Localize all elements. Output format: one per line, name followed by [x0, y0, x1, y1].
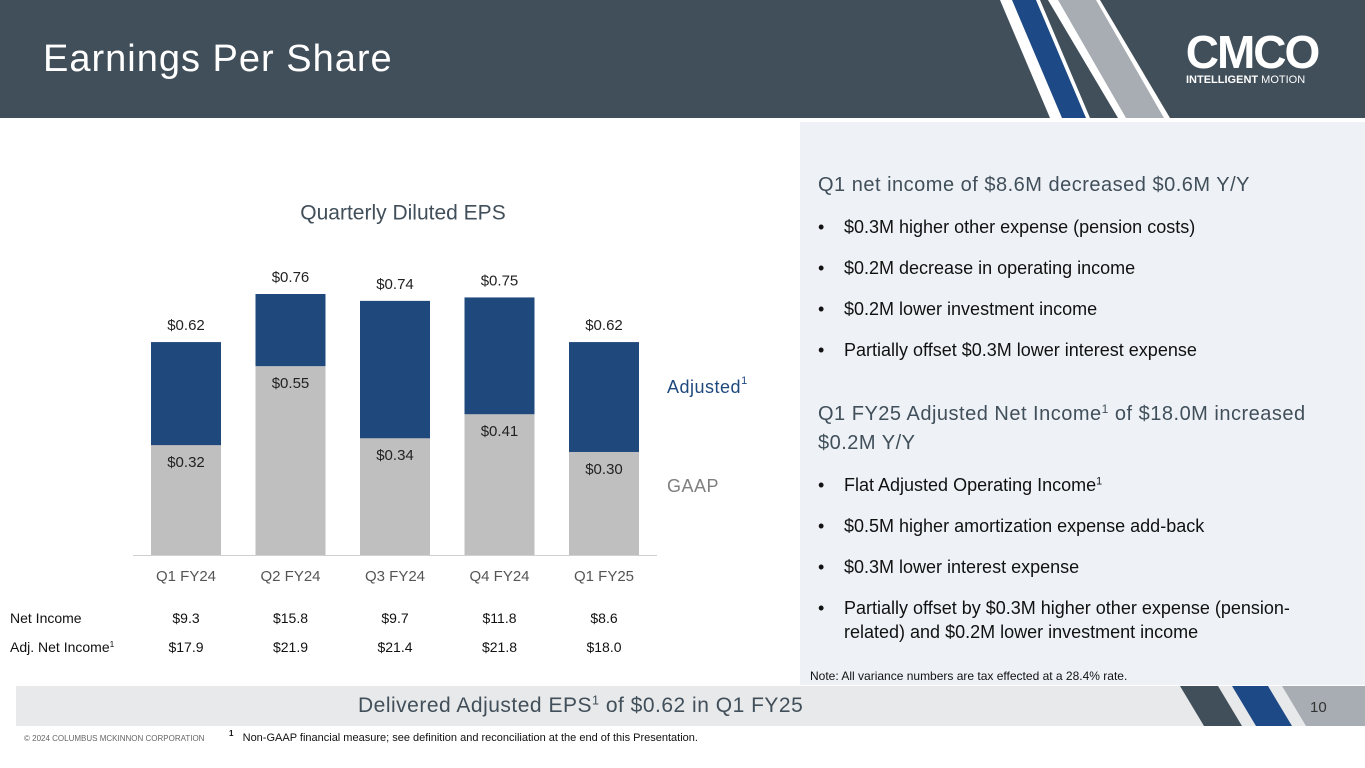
stripe — [1180, 686, 1242, 726]
stripe — [1058, 0, 1164, 118]
banner — [16, 686, 1365, 726]
table-cell: $15.8 — [272, 610, 309, 626]
heading-part: Q1 FY25 Adjusted Net Income — [818, 403, 1102, 425]
heading-part: of $18.0M increased $0.2M Y/Y — [818, 403, 1306, 454]
section-heading: Q1 net income of $8.6M decreased $0.6M Y… — [818, 174, 1250, 196]
footnote-text: Non-GAAP financial measure; see definiti… — [242, 732, 698, 744]
data-label: $0.32 — [167, 454, 205, 471]
section-heading: Q1 FY25 Adjusted Net Income1 of $18.0M i… — [818, 400, 1338, 458]
data-label: $0.62 — [167, 317, 205, 334]
row-label-text: Net Income — [10, 610, 82, 626]
x-tick-label: Q4 FY24 — [469, 568, 529, 585]
table-cell: $21.4 — [377, 639, 413, 655]
bullet: $0.2M decrease in operating income — [818, 256, 1338, 280]
row-label: Net Income — [10, 610, 82, 626]
footnote-mark: 1 — [1101, 401, 1109, 416]
table-cell: $18.0 — [586, 639, 622, 655]
data-label: $0.74 — [376, 276, 414, 293]
stripe — [1012, 0, 1086, 118]
bullet-list: Flat Adjusted Operating Income1 $0.5M hi… — [818, 473, 1338, 661]
stripe — [1282, 686, 1365, 726]
logo-mark: CMCO — [1186, 26, 1319, 78]
footnote: 1 Non-GAAP financial measure; see defini… — [229, 729, 698, 744]
data-label: $0.76 — [272, 269, 310, 286]
bullet: Flat Adjusted Operating Income1 — [818, 473, 1338, 497]
legend-label: GAAP — [667, 476, 719, 496]
data-label: $0.30 — [585, 461, 623, 478]
data-label: $0.34 — [376, 447, 414, 464]
copyright: © 2024 COLUMBUS MCKINNON CORPORATION — [24, 734, 205, 743]
footnote-mark: 1 — [109, 638, 115, 649]
table-cell: $9.3 — [172, 610, 200, 626]
table-cell: $11.8 — [482, 610, 517, 626]
bar — [151, 445, 221, 555]
table-cell: $21.8 — [481, 639, 518, 655]
note: Note: All variance numbers are tax effec… — [810, 669, 1128, 683]
logo-tagline: INTELLIGENT MOTION — [1186, 74, 1305, 86]
bullet: $0.5M higher amortization expense add-ba… — [818, 514, 1338, 538]
x-tick-label: Q1 FY24 — [156, 568, 216, 585]
bar — [464, 414, 535, 555]
bullet: Partially offset $0.3M lower interest ex… — [818, 338, 1338, 362]
table-cell: $9.7 — [381, 610, 409, 626]
x-tick-label: Q1 FY25 — [574, 568, 634, 585]
table-cell: $8.6 — [590, 610, 618, 626]
legend-label: Adjusted1 — [667, 375, 748, 397]
bullet: $0.3M higher other expense (pension cost… — [818, 215, 1338, 239]
banner-stripes — [1180, 686, 1365, 726]
bar — [360, 438, 430, 555]
bar — [569, 451, 639, 555]
banner-part: Delivered Adjusted EPS — [358, 694, 592, 717]
footnote-mark: 1 — [1096, 475, 1103, 488]
page-number: 10 — [1310, 699, 1327, 716]
stripe — [1232, 686, 1292, 726]
data-label: $0.55 — [272, 375, 310, 392]
bar — [255, 366, 326, 555]
logo-tagline-bold: INTELLIGENT — [1186, 74, 1258, 86]
chart: Quarterly Diluted EPS $0.62 $0.76 $0.74 $0.… — [133, 202, 748, 585]
bullet-list: $0.3M higher other expense (pension cost… — [818, 215, 1338, 379]
table-cell: $17.9 — [168, 639, 204, 655]
row-label-text: Adj. Net Income — [10, 639, 110, 655]
row-label: Adj. Net Income1 — [10, 639, 114, 655]
data-label: $0.41 — [481, 423, 519, 440]
x-tick-label: Q2 FY24 — [260, 568, 320, 585]
footnote-mark: 1 — [741, 375, 748, 387]
table-cell: $21.9 — [272, 639, 309, 655]
banner-text: Delivered Adjusted EPS1 of $0.62 in Q1 F… — [358, 694, 803, 718]
legend-name: Adjusted — [667, 377, 741, 397]
footnote-mark: 1 — [229, 729, 234, 739]
bullet: $0.3M lower interest expense — [818, 555, 1338, 579]
chart-title: Quarterly Diluted EPS — [300, 202, 505, 225]
banner-part: of $0.62 in Q1 FY25 — [599, 694, 804, 717]
footnote-mark: 1 — [591, 693, 600, 708]
header-graphics: CMCO INTELLIGENT MOTION — [1000, 0, 1320, 118]
bullet: Partially offset by $0.3M higher other e… — [818, 596, 1338, 644]
data-label: $0.62 — [585, 317, 623, 334]
data-label: $0.75 — [481, 272, 519, 289]
logo-tagline-light: MOTION — [1261, 74, 1305, 86]
x-tick-label: Q3 FY24 — [365, 568, 425, 585]
legend-name: GAAP — [667, 476, 719, 496]
slide-title: Earnings Per Share — [43, 38, 393, 80]
bullet: $0.2M lower investment income — [818, 297, 1338, 321]
bullet-text: Flat Adjusted Operating Income — [844, 475, 1097, 495]
